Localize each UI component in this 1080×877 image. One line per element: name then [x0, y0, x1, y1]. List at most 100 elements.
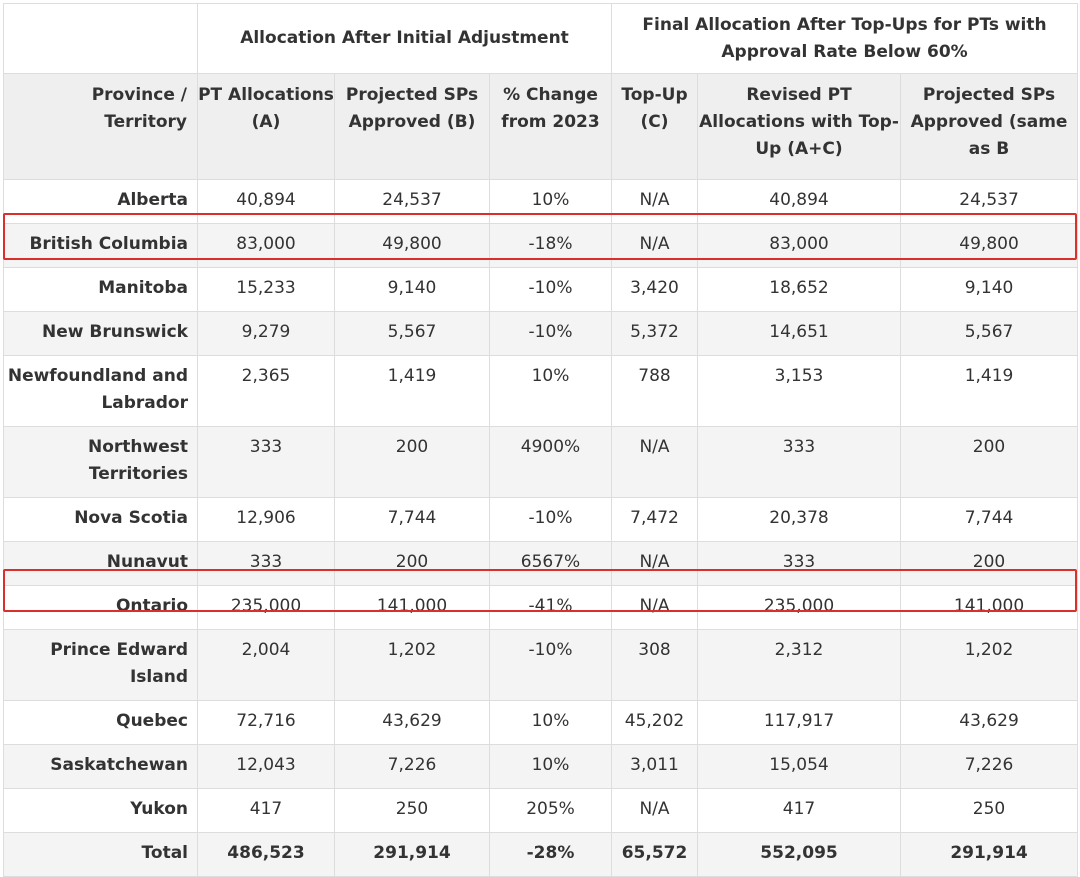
revised-allocation-cell: 83,000: [697, 223, 902, 268]
province-cell: Manitoba: [3, 267, 198, 312]
top-up-cell: N/A: [611, 585, 699, 630]
group-header-initial-adjustment: Allocation After Initial Adjustment: [196, 3, 613, 74]
pt-allocation-cell: 12,043: [197, 744, 335, 789]
revised-allocation-cell: 14,651: [697, 311, 902, 356]
table-row: British Columbia 83,000 49,800 -18% N/A …: [3, 223, 1079, 268]
percent-change-cell: -10%: [488, 497, 613, 542]
province-cell: Quebec: [3, 700, 198, 745]
projected-sps-same-cell: 43,629: [900, 700, 1079, 745]
total-label-cell: Total: [3, 832, 198, 877]
projected-sps-cell: 49,800: [334, 223, 490, 268]
revised-allocation-cell: 117,917: [697, 700, 902, 745]
projected-sps-cell: 7,226: [334, 744, 490, 789]
top-up-cell: 308: [611, 629, 699, 701]
table-row: Quebec 72,716 43,629 10% 45,202 117,917 …: [3, 700, 1079, 745]
top-up-cell: 788: [611, 355, 699, 427]
projected-sps-cell: 141,000: [334, 585, 490, 630]
projected-sps-cell: 43,629: [334, 700, 490, 745]
top-up-cell: N/A: [611, 426, 699, 498]
province-cell: Ontario: [3, 585, 198, 630]
projected-sps-cell: 7,744: [334, 497, 490, 542]
projected-sps-cell: 24,537: [334, 179, 490, 224]
pt-allocation-cell: 2,365: [197, 355, 335, 427]
projected-sps-same-cell: 1,419: [900, 355, 1079, 427]
percent-change-cell: 4900%: [488, 426, 613, 498]
column-header-percent-change: % Change from 2023: [488, 73, 613, 180]
percent-change-cell: -10%: [488, 629, 613, 701]
top-up-cell: 7,472: [611, 497, 699, 542]
column-header-row: Province / Territory PT Allocations (A) …: [3, 73, 1079, 180]
pt-allocation-cell: 15,233: [197, 267, 335, 312]
top-up-cell: 5,372: [611, 311, 699, 356]
percent-change-cell: -10%: [488, 267, 613, 312]
pt-allocation-cell: 333: [197, 426, 335, 498]
projected-sps-cell: 5,567: [334, 311, 490, 356]
table-row: Prince Edward Island 2,004 1,202 -10% 30…: [3, 629, 1079, 701]
table-row: Alberta 40,894 24,537 10% N/A 40,894 24,…: [3, 179, 1079, 224]
projected-sps-cell: 200: [334, 426, 490, 498]
projected-sps-same-cell: 49,800: [900, 223, 1079, 268]
percent-change-cell: 205%: [488, 788, 613, 833]
province-cell: Nunavut: [3, 541, 198, 586]
pt-allocation-cell: 12,906: [197, 497, 335, 542]
pt-allocation-cell: 235,000: [197, 585, 335, 630]
table-row: Nova Scotia 12,906 7,744 -10% 7,472 20,3…: [3, 497, 1079, 542]
percent-change-cell: -18%: [488, 223, 613, 268]
projected-sps-same-cell: 200: [900, 541, 1079, 586]
province-cell: Prince Edward Island: [3, 629, 198, 701]
column-header-province: Province / Territory: [3, 73, 198, 180]
group-header-final-allocation: Final Allocation After Top-Ups for PTs w…: [611, 3, 1079, 74]
percent-change-cell: 10%: [488, 744, 613, 789]
top-up-cell: N/A: [611, 179, 699, 224]
revised-allocation-cell: 40,894: [697, 179, 902, 224]
allocation-table: Allocation After Initial Adjustment Fina…: [3, 3, 1079, 877]
percent-change-cell: -10%: [488, 311, 613, 356]
projected-sps-same-cell: 200: [900, 426, 1079, 498]
province-cell: Northwest Territories: [3, 426, 198, 498]
table-row: Yukon 417 250 205% N/A 417 250: [3, 788, 1079, 833]
top-up-cell: 3,011: [611, 744, 699, 789]
revised-allocation-cell: 3,153: [697, 355, 902, 427]
revised-allocation-cell: 18,652: [697, 267, 902, 312]
pt-allocation-cell: 40,894: [197, 179, 335, 224]
projected-sps-same-cell: 1,202: [900, 629, 1079, 701]
total-percent-change-cell: -28%: [488, 832, 613, 877]
table-row: Nunavut 333 200 6567% N/A 333 200: [3, 541, 1079, 586]
total-row: Total 486,523 291,914 -28% 65,572 552,09…: [3, 832, 1079, 877]
percent-change-cell: 10%: [488, 700, 613, 745]
province-cell: Newfoundland and Labrador: [3, 355, 198, 427]
projected-sps-cell: 250: [334, 788, 490, 833]
province-cell: Saskatchewan: [3, 744, 198, 789]
province-cell: British Columbia: [3, 223, 198, 268]
projected-sps-same-cell: 141,000: [900, 585, 1079, 630]
table-row: Manitoba 15,233 9,140 -10% 3,420 18,652 …: [3, 267, 1079, 312]
table-row: Northwest Territories 333 200 4900% N/A …: [3, 426, 1079, 498]
province-cell: Alberta: [3, 179, 198, 224]
projected-sps-cell: 1,419: [334, 355, 490, 427]
total-revised-allocation-cell: 552,095: [697, 832, 902, 877]
total-projected-sps-cell: 291,914: [334, 832, 490, 877]
percent-change-cell: 10%: [488, 179, 613, 224]
revised-allocation-cell: 2,312: [697, 629, 902, 701]
pt-allocation-cell: 72,716: [197, 700, 335, 745]
total-top-up-cell: 65,572: [611, 832, 699, 877]
pt-allocation-cell: 83,000: [197, 223, 335, 268]
column-header-top-up: Top-Up (C): [611, 73, 699, 180]
percent-change-cell: 10%: [488, 355, 613, 427]
table-row: Ontario 235,000 141,000 -41% N/A 235,000…: [3, 585, 1079, 630]
top-up-cell: 3,420: [611, 267, 699, 312]
column-header-projected-sps-same: Projected SPs Approved (same as B: [900, 73, 1079, 180]
projected-sps-cell: 200: [334, 541, 490, 586]
column-header-revised-allocations: Revised PT Allocations with Top-Up (A+C): [697, 73, 902, 180]
province-cell: Yukon: [3, 788, 198, 833]
revised-allocation-cell: 333: [697, 541, 902, 586]
group-header-blank: [3, 3, 198, 74]
top-up-cell: N/A: [611, 223, 699, 268]
table-row: New Brunswick 9,279 5,567 -10% 5,372 14,…: [3, 311, 1079, 356]
projected-sps-same-cell: 24,537: [900, 179, 1079, 224]
column-header-projected-sps: Projected SPs Approved (B): [334, 73, 490, 180]
projected-sps-cell: 9,140: [334, 267, 490, 312]
revised-allocation-cell: 333: [697, 426, 902, 498]
projected-sps-same-cell: 9,140: [900, 267, 1079, 312]
revised-allocation-cell: 235,000: [697, 585, 902, 630]
